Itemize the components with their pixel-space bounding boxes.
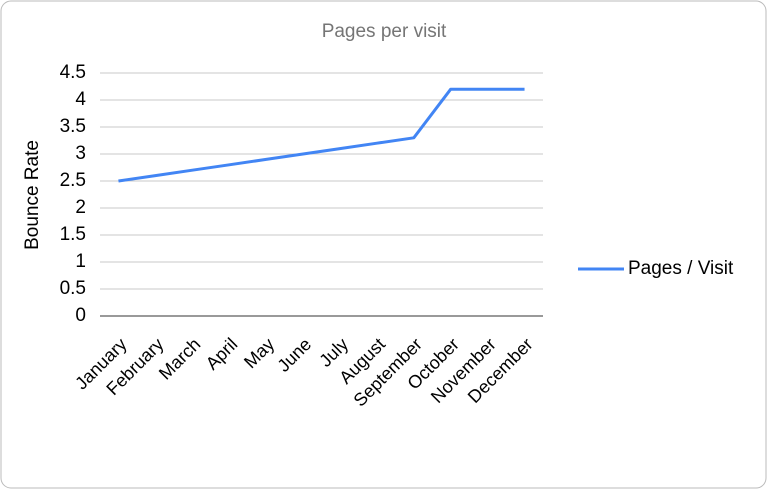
y-tick-label: 0.5	[60, 278, 86, 299]
y-axis-label: Bounce Rate	[22, 140, 43, 250]
y-tick-label: 0	[75, 305, 86, 326]
y-tick-label: 4	[75, 89, 86, 110]
y-tick-label: 1	[75, 251, 86, 272]
legend-label: Pages / Visit	[628, 258, 734, 279]
y-tick-label: 1.5	[60, 224, 86, 245]
y-tick-label: 3.5	[60, 116, 86, 137]
y-tick-label: 3	[75, 143, 86, 164]
chart-title: Pages per visit	[322, 21, 447, 42]
series-line	[118, 87, 525, 183]
y-tick-label: 4.5	[60, 62, 86, 83]
y-tick-label: 2	[75, 197, 86, 218]
y-tick-label: 2.5	[60, 170, 86, 191]
